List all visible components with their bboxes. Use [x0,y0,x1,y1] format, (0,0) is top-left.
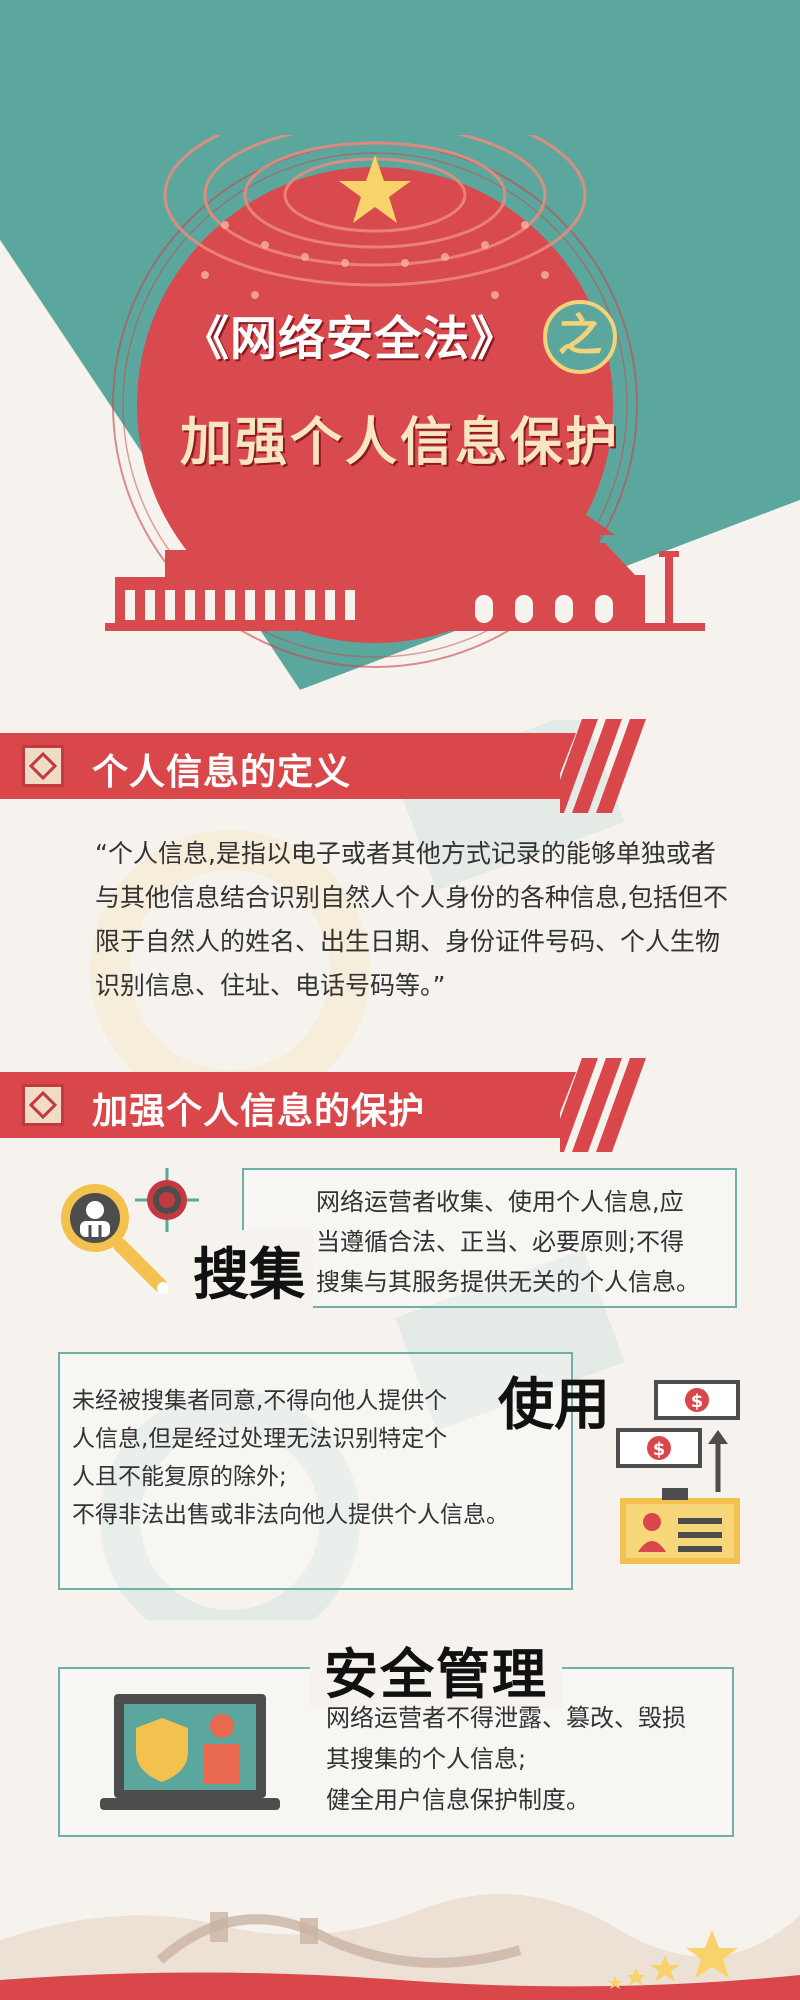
management-line: 健全用户信息保护制度。 [326,1786,590,1814]
money-symbol: $ [691,1391,704,1412]
definition-line: 与其他信息结合识别自然人个人身份的各种信息,包括但不 [95,883,728,912]
money-symbol: $ [653,1439,666,1460]
ornament-icon [22,1084,64,1126]
hero-title-zhi-badge: 之 [543,300,617,374]
section-banner-definition: 个人信息的定义 [0,719,646,813]
tiananmen-silhouette [105,507,705,631]
use-box [58,1352,573,1590]
collect-box [242,1168,737,1308]
management-line: 其搜集的个人信息; [326,1745,527,1773]
collect-label: 搜集 [185,1230,313,1311]
section-heading: 个人信息的定义 [92,752,352,793]
use-line: 人且不能复原的除外; [72,1464,287,1490]
laptop-shield-icon [100,1694,280,1810]
use-line: 不得非法出售或非法向他人提供个人信息。 [72,1502,509,1528]
definition-line: 限于自然人的姓名、出生日期、身份证件号码、个人生物 [95,927,721,956]
collect-line: 当遵循合法、正当、必要原则;不得 [316,1228,685,1256]
section-heading: 加强个人信息的保护 [92,1091,426,1132]
management-text: 网络运营者不得泄露、篡改、毁损 其搜集的个人信息; 健全用户信息保护制度。 [326,1698,726,1821]
use-line: 人信息,但是经过处理无法识别特定个 [72,1426,448,1452]
banner-stripes-icon [560,719,646,813]
target-icon [135,1168,199,1232]
use-label: 使用 [498,1373,610,1438]
collect-line: 搜集与其服务提供无关的个人信息。 [316,1268,700,1296]
collect-line: 网络运营者收集、使用个人信息,应 [316,1188,684,1216]
use-line: 未经被搜集者同意,不得向他人提供个 [72,1388,448,1414]
definition-line: 识别信息、住址、电话号码等。” [95,971,446,1000]
use-text: 未经被搜集者同意,不得向他人提供个 人信息,但是经过处理无法识别特定个 人且不能… [72,1382,512,1534]
collect-text: 网络运营者收集、使用个人信息,应 当遵循合法、正当、必要原则;不得 搜集与其服务… [316,1182,726,1302]
management-label: 安全管理 [310,1630,562,1709]
definition-text: “个人信息,是指以电子或者其他方式记录的能够单独或者 与其他信息结合识别自然人个… [95,832,735,1008]
banner-stripes-icon [560,1058,646,1152]
hero-title-line1: 《网络安全法》 [182,312,518,367]
section-banner-protection: 加强个人信息的保护 [0,1058,646,1152]
hero-title-line2: 加强个人信息保护 [179,413,620,473]
definition-line: “个人信息,是指以电子或者其他方式记录的能够单独或者 [95,839,716,868]
ornament-icon [22,745,64,787]
magnifier-person-icon [61,1184,169,1294]
management-line: 网络运营者不得泄露、篡改、毁损 [326,1704,686,1732]
great-wall-footer [0,1894,800,2000]
money-card-icon: $ $ [616,1380,740,1564]
